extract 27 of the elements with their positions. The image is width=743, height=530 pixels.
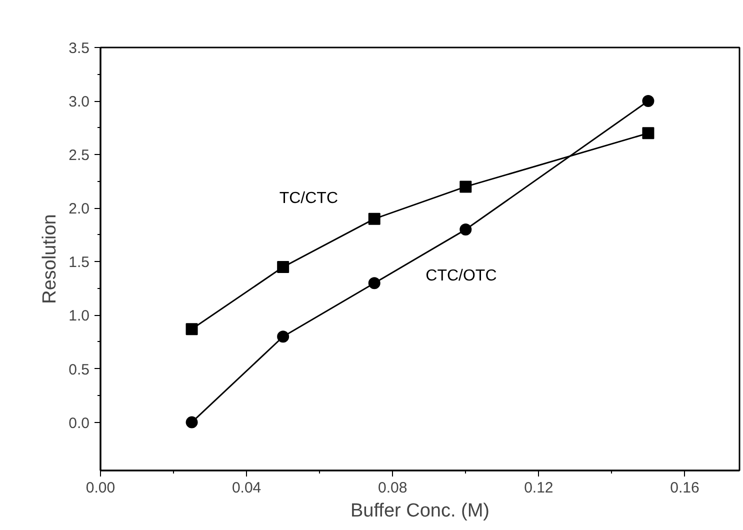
y-axis-title: Resolution (40, 214, 61, 304)
y-tick-label: 3.0 (68, 94, 90, 111)
series-label: TC/CTC (279, 190, 338, 207)
x-axis-title: Buffer Conc. (M) (350, 500, 490, 522)
y-tick-label: 2.5 (68, 147, 90, 164)
point (642, 95, 654, 108)
point (368, 212, 380, 225)
x-tick-label: 0.16 (670, 480, 700, 496)
point (277, 330, 290, 343)
point (460, 180, 472, 193)
y-tick-label: 1.5 (68, 254, 90, 272)
y-tick-label: 3.5 (68, 40, 90, 57)
point (642, 127, 654, 140)
point (186, 416, 198, 428)
point (186, 323, 198, 336)
series-label: CTC/OTC (426, 268, 497, 285)
y-tick-label: 1.0 (68, 308, 90, 325)
y-tick-label: 2.0 (68, 200, 90, 218)
x-tick-label: 0.04 (232, 480, 262, 496)
y-tick-label: 0.0 (68, 414, 90, 432)
point (368, 277, 380, 290)
x-tick-label: 0.00 (86, 480, 116, 496)
point (277, 261, 290, 274)
y-tick-label: 0.5 (68, 361, 90, 378)
x-tick-label: 0.08 (378, 480, 408, 496)
x-tick-label: 0.12 (524, 480, 554, 496)
point (460, 224, 472, 236)
